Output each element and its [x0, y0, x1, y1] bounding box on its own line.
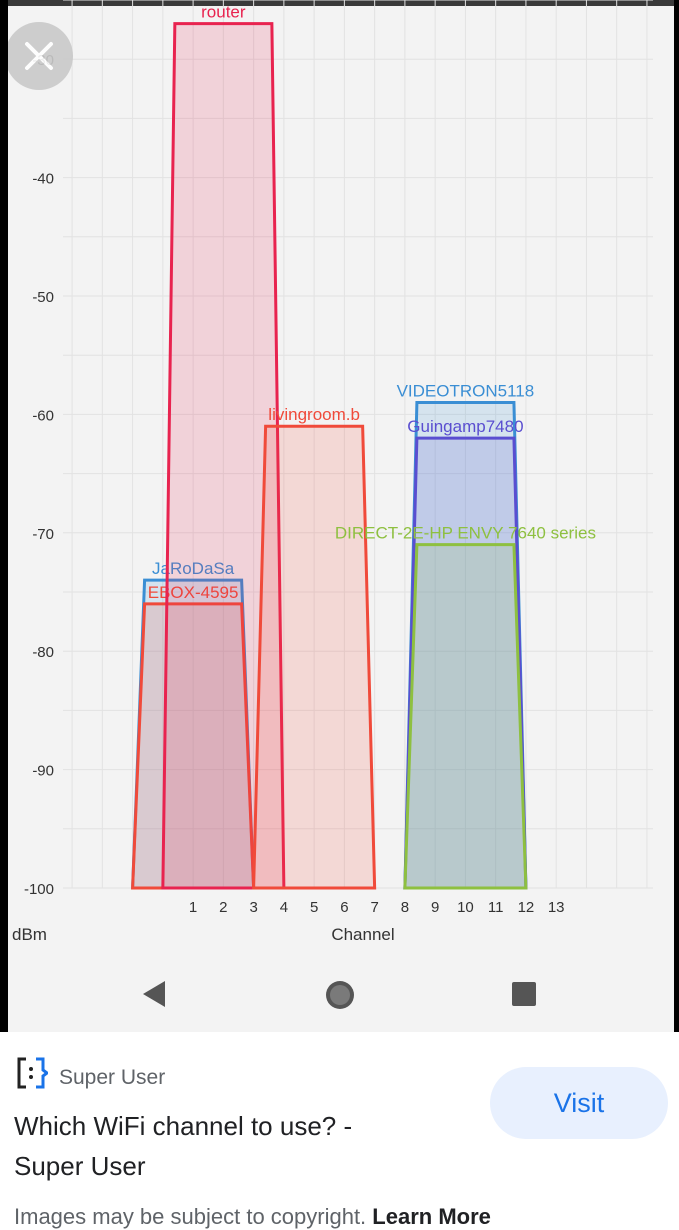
- chart-grid: [63, 0, 653, 889]
- series-label: Guingamp7480: [407, 417, 523, 436]
- series-label: VIDEOTRON5118: [397, 382, 535, 401]
- series-area: [252, 424, 377, 890]
- result-title[interactable]: Which WiFi channel to use? - Super User: [14, 1106, 454, 1186]
- x-tick-label: 6: [340, 899, 348, 916]
- result-title-line1: Which WiFi channel to use? -: [14, 1111, 353, 1141]
- y-tick-label: -90: [32, 763, 54, 780]
- x-tick-label: 10: [457, 899, 474, 916]
- x-tick-label: 11: [488, 899, 504, 916]
- x-tick-label: 9: [431, 899, 439, 916]
- y-tick-label: -100: [24, 881, 54, 898]
- copyright-text: Images may be subject to copyright.: [14, 1204, 367, 1229]
- x-tick-label: 13: [548, 899, 565, 916]
- x-axis-label: Channel: [331, 925, 394, 944]
- close-button[interactable]: [8, 22, 73, 90]
- image-result-card: Super User Which WiFi channel to use? - …: [0, 1032, 679, 1229]
- series-area: [403, 543, 528, 890]
- screenshot-frame: -30-40-50-60-70-80-90-100123456789101112…: [0, 0, 679, 1032]
- series-signal: DIRECT-2E-HP ENVY 7640 series: [335, 524, 596, 890]
- series-label: JaRoDaSa: [152, 559, 235, 578]
- x-tick-label: 3: [249, 899, 257, 916]
- x-tick-label: 5: [310, 899, 318, 916]
- series-signal: router: [161, 3, 286, 890]
- wifi-analyzer-screen: -30-40-50-60-70-80-90-100123456789101112…: [8, 0, 674, 1032]
- x-tick-label: 7: [370, 899, 378, 916]
- x-tick-label: 1: [189, 899, 197, 916]
- status-bar-strip: [8, 0, 674, 6]
- x-tick-label: 4: [280, 899, 288, 916]
- copyright-notice: Images may be subject to copyright. Lear…: [14, 1204, 491, 1230]
- series-label: livingroom.b: [268, 405, 360, 424]
- series-area: [161, 22, 286, 890]
- back-triangle-icon[interactable]: [141, 979, 167, 1009]
- y-tick-label: -60: [32, 407, 54, 424]
- close-icon: [25, 42, 53, 70]
- result-title-line2: Super User: [14, 1151, 146, 1181]
- recents-square-icon[interactable]: [511, 981, 537, 1007]
- series-label: DIRECT-2E-HP ENVY 7640 series: [335, 524, 596, 543]
- y-tick-label: -40: [32, 171, 54, 188]
- y-tick-label: -80: [32, 644, 54, 661]
- y-axis-label: dBm: [12, 925, 47, 944]
- learn-more-link[interactable]: Learn More: [372, 1204, 491, 1229]
- series-label: router: [201, 3, 246, 22]
- home-circle-icon[interactable]: [324, 979, 356, 1011]
- source-name[interactable]: Super User: [59, 1066, 166, 1089]
- x-tick-label: 8: [401, 899, 409, 916]
- series-signal: livingroom.b: [252, 405, 377, 890]
- channel-graph-chart: -30-40-50-60-70-80-90-100123456789101112…: [12, 0, 653, 944]
- y-tick-label: -50: [32, 289, 54, 306]
- series-signal: VIDEOTRON5118: [397, 382, 535, 890]
- visit-button[interactable]: Visit: [490, 1067, 668, 1139]
- y-tick-label: -70: [32, 526, 54, 543]
- android-nav-bar: [8, 955, 674, 1032]
- x-tick-label: 12: [518, 899, 535, 916]
- x-tick-label: 2: [219, 899, 227, 916]
- series-label: EBOX-4595: [148, 583, 239, 602]
- super-user-logo-icon: [17, 1057, 48, 1089]
